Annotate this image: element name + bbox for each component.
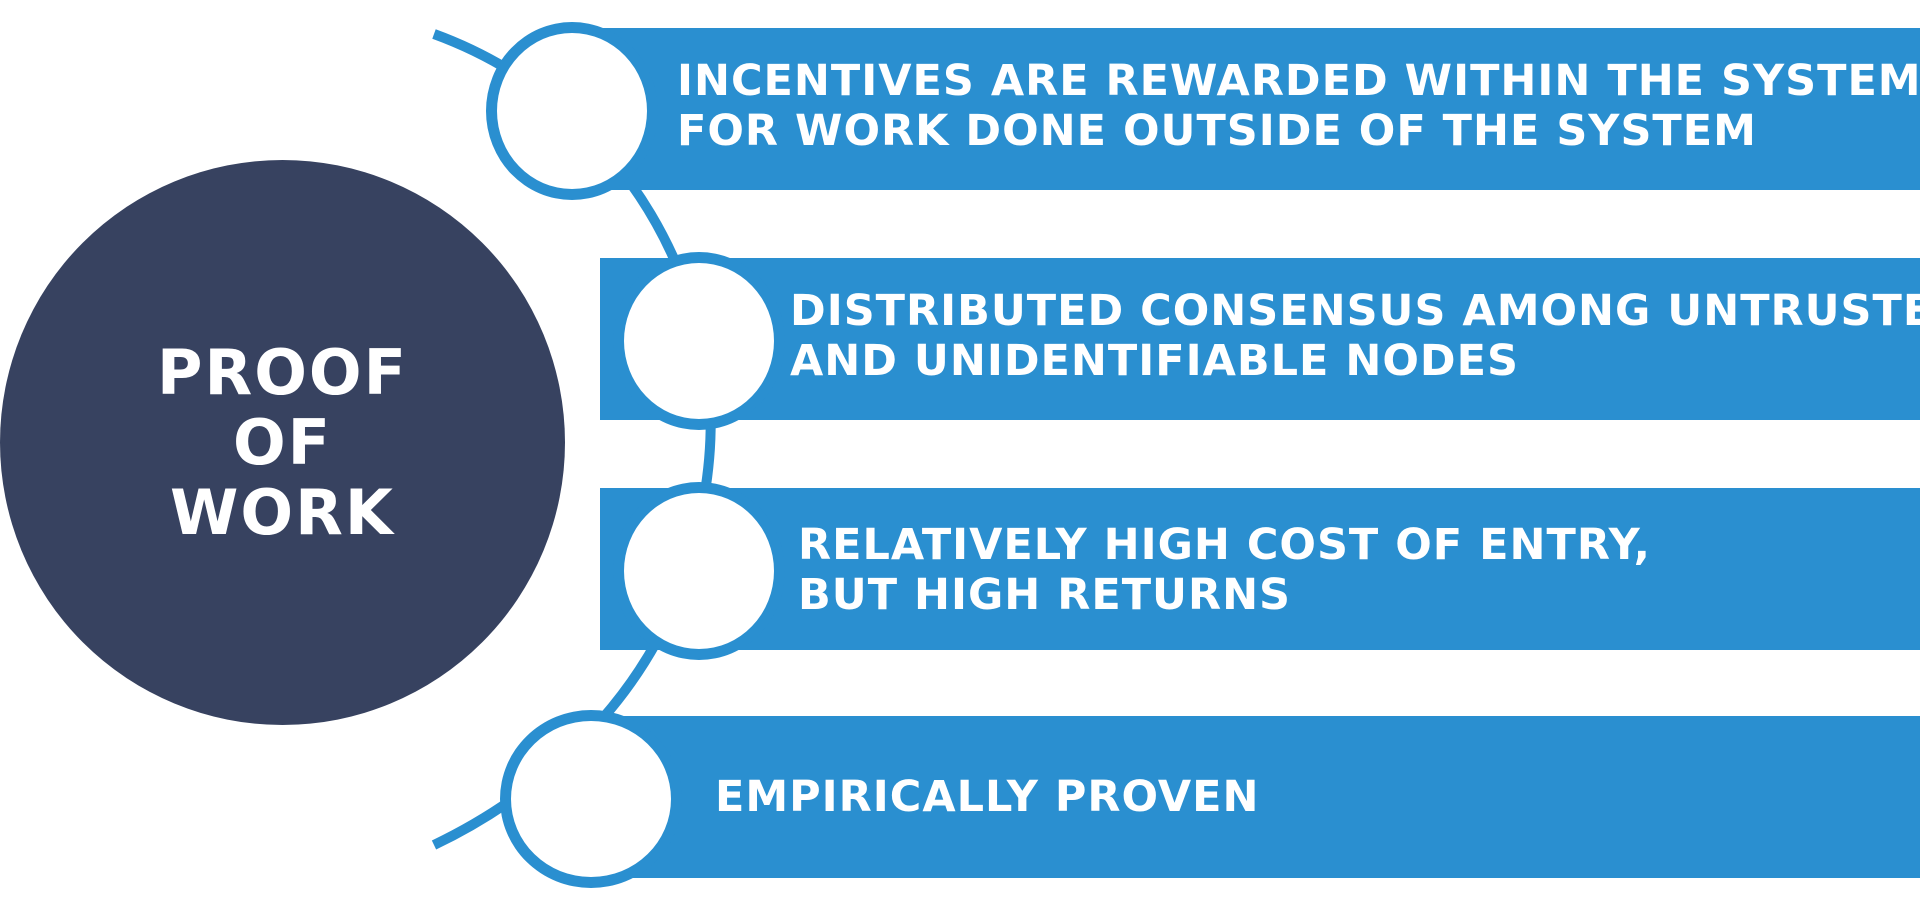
item-text-3-line-2: BUT HIGH RETURNS (798, 570, 1292, 620)
item-node-circle-4 (500, 710, 682, 888)
item-text-4: EMPIRICALLY PROVEN (715, 772, 1260, 822)
item-text-3: RELATIVELY HIGH COST OF ENTRY, BUT HIGH … (798, 520, 1651, 620)
item-text-2: DISTRIBUTED CONSENSUS AMONG UNTRUSTED AN… (790, 286, 1920, 386)
center-title-line-3: WORK (170, 475, 395, 549)
item-bar-1 (600, 28, 1920, 190)
item-bar-2 (600, 258, 1920, 420)
item-node-circle-3 (613, 482, 785, 660)
item-text-1-line-1: INCENTIVES ARE REWARDED WITHIN THE SYSTE… (677, 56, 1920, 106)
center-circle: PROOF OF WORK (0, 160, 565, 725)
item-text-3-line-1: RELATIVELY HIGH COST OF ENTRY, (798, 520, 1651, 570)
item-text-2-line-2: AND UNIDENTIFIABLE NODES (790, 336, 1519, 386)
item-text-2-line-1: DISTRIBUTED CONSENSUS AMONG UNTRUSTED (790, 286, 1920, 336)
center-title: PROOF OF WORK (157, 335, 408, 549)
item-bar-3 (600, 488, 1920, 650)
center-title-line-1: PROOF (157, 335, 408, 409)
center-title-line-2: OF (232, 405, 333, 479)
item-text-4-line-1: EMPIRICALLY PROVEN (715, 772, 1260, 822)
item-node-circle-1 (486, 22, 658, 200)
item-text-1-line-2: FOR WORK DONE OUTSIDE OF THE SYSTEM (677, 106, 1757, 156)
item-node-circle-2 (613, 252, 785, 430)
item-text-1: INCENTIVES ARE REWARDED WITHIN THE SYSTE… (677, 56, 1920, 156)
item-bar-4 (600, 716, 1920, 878)
